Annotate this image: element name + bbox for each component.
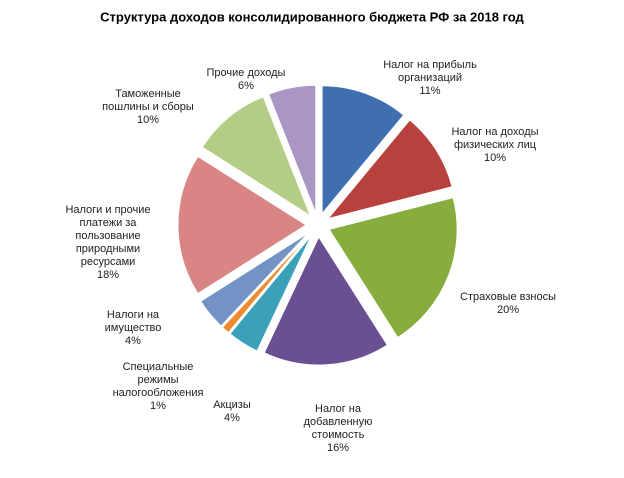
slice-label: Таможенные пошлины и сборы <box>102 88 194 113</box>
slice-value-label: 18% <box>97 269 119 281</box>
pie-slice <box>263 235 389 366</box>
pie-slice <box>199 232 310 327</box>
pie-slice <box>221 233 311 334</box>
pie-slice <box>177 155 307 295</box>
slice-value-label: 6% <box>238 80 254 92</box>
pie-slice <box>229 234 313 352</box>
slice-value-label: 1% <box>150 400 166 412</box>
slice-label: Акцизы <box>213 399 251 411</box>
pie-slice <box>201 96 312 218</box>
slice-label: Налог на добавленную стоимость <box>304 403 373 441</box>
slice-label: Налог на доходы физических лиц <box>451 126 538 151</box>
slice-label: Прочие доходы <box>207 67 286 79</box>
slice-label: Налоги и прочие платежи за пользование прир… <box>65 204 150 268</box>
slice-value-label: 10% <box>137 114 159 126</box>
slice-value-label: 4% <box>224 412 240 424</box>
slice-value-label: 11% <box>419 85 440 97</box>
slice-value-label: 20% <box>497 304 519 316</box>
pie-slice <box>326 119 453 220</box>
slice-label: Страховые взносы <box>460 291 556 303</box>
chart-title: Структура доходов консолидированного бюд… <box>100 9 524 24</box>
pie-slice <box>267 84 317 214</box>
slice-label: Специальные режимы налогообложения <box>113 361 204 399</box>
pie-slice <box>321 85 405 216</box>
slice-label: Налог на прибыль организаций <box>383 59 477 84</box>
pie-slice <box>328 196 458 339</box>
slice-value-label: 10% <box>484 152 506 164</box>
slice-label: Налоги на имущество <box>105 309 162 334</box>
slice-value-label: 4% <box>125 335 141 347</box>
slice-value-label: 16% <box>327 442 349 454</box>
